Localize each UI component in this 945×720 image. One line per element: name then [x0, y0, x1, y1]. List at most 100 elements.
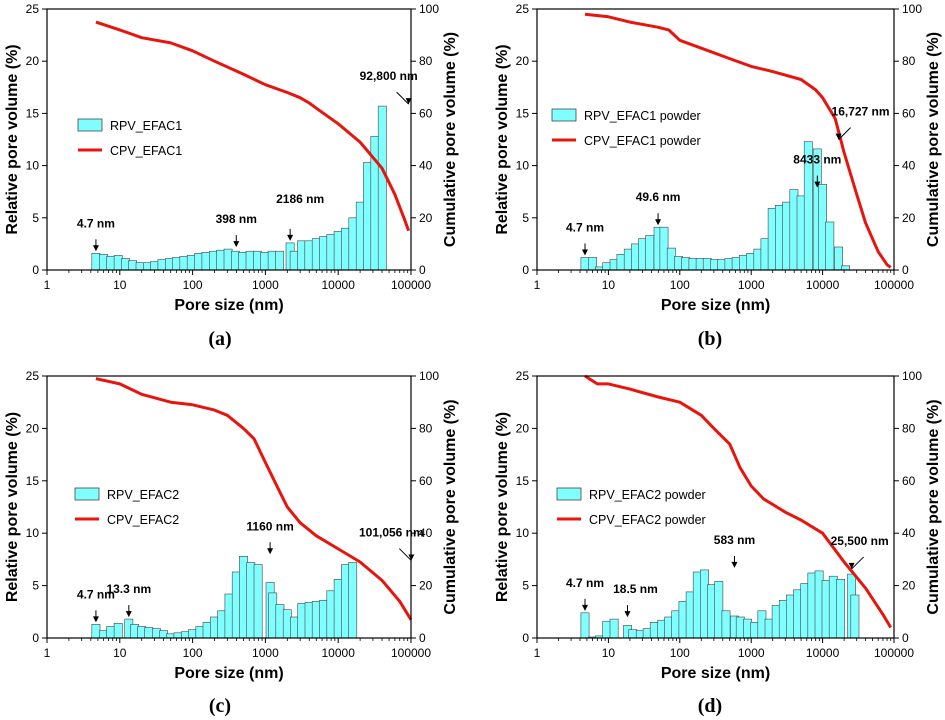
annotation-label: 398 nm [216, 212, 257, 226]
annotation-arrowhead [92, 245, 99, 252]
x-tick-label: 100 [183, 646, 203, 660]
annotation-arrowhead [125, 611, 132, 618]
bar [297, 240, 306, 271]
bar [580, 257, 590, 271]
y-right-axis-title: Cumulative pore volume (%) [925, 399, 942, 614]
annotation-label: 4.7 nm [77, 216, 115, 230]
annotation-label: 2186 nm [276, 192, 324, 206]
bar [238, 252, 248, 271]
bar [173, 632, 183, 639]
y-left-tick-label: 15 [26, 474, 40, 488]
annotation-label: 25,500 nm [831, 534, 889, 548]
y-right-tick-label: 100 [902, 369, 922, 383]
bar [326, 590, 336, 639]
panel-label: (a) [208, 328, 231, 350]
bar [638, 238, 647, 271]
y-right-tick-label: 0 [419, 631, 426, 645]
bar [275, 250, 284, 271]
y-left-axis-title: Relative pore volume (%) [4, 412, 21, 602]
bar [377, 105, 387, 271]
y-left-axis-title: Relative pore volume (%) [494, 44, 511, 234]
bar [194, 253, 203, 271]
bar [841, 265, 850, 271]
x-tick-label: 10 [113, 278, 127, 292]
x-tick-label: 1 [534, 278, 541, 292]
x-tick-label: 1000 [738, 278, 765, 292]
y-right-tick-label: 60 [419, 474, 433, 488]
annotation-label: 8433 nm [793, 153, 841, 167]
panel-label: (c) [209, 695, 231, 717]
y-left-tick-label: 20 [26, 54, 40, 68]
bar [91, 253, 101, 271]
y-right-tick-label: 0 [419, 263, 426, 277]
bar [113, 622, 123, 639]
y-left-tick-label: 0 [522, 631, 529, 645]
y-left-tick-label: 15 [516, 106, 530, 120]
bar [311, 600, 321, 639]
y-left-tick-label: 10 [516, 526, 530, 540]
x-tick-label: 1000 [252, 278, 279, 292]
bar [106, 256, 116, 271]
legend-bar-swatch [77, 118, 103, 132]
x-tick-label: 10 [602, 646, 616, 660]
plot-frame [536, 375, 895, 639]
y-right-tick-label: 80 [902, 54, 916, 68]
bar [580, 612, 590, 639]
annotation-arrowhead [624, 611, 631, 618]
bar [616, 254, 626, 271]
y-left-tick-label: 10 [26, 159, 40, 173]
bar [326, 234, 336, 271]
annotation-arrowhead [92, 616, 99, 623]
y-right-tick-label: 20 [419, 579, 433, 593]
bar [91, 624, 101, 639]
annotation-label: 4.7 nm [566, 576, 604, 590]
y-left-tick-label: 25 [26, 369, 40, 383]
legend-bar-swatch [74, 487, 100, 501]
y-left-tick-label: 20 [516, 421, 530, 435]
annotation-arrowhead [835, 133, 842, 140]
bar [260, 252, 270, 271]
bar [609, 618, 619, 639]
y-right-tick-label: 100 [419, 369, 439, 383]
annotation-arrowhead [581, 249, 588, 256]
bar [179, 256, 189, 271]
cumulative-line [95, 20, 411, 232]
y-right-tick-label: 40 [419, 159, 433, 173]
y-right-axis-title: Cumulative pore volume (%) [442, 399, 459, 614]
bar [645, 235, 655, 271]
y-left-tick-label: 15 [516, 474, 530, 488]
bar [202, 621, 212, 639]
x-tick-label: 1 [534, 646, 541, 660]
bar [209, 250, 218, 271]
x-tick-label: 100000 [874, 278, 914, 292]
bar [649, 621, 659, 639]
annotation-label: 13.3 nm [106, 582, 151, 596]
bar [311, 238, 321, 271]
legend-label: RPV_EFAC2 powder [589, 488, 706, 502]
bar [150, 261, 159, 271]
bar [628, 629, 638, 639]
bar [275, 604, 285, 639]
legend-label: CPV_EFAC2 [107, 513, 179, 527]
bar [253, 250, 262, 271]
x-tick-label: 100000 [391, 278, 431, 292]
panel-label: (d) [698, 695, 722, 717]
annotation-arrowhead [655, 219, 662, 226]
annotation-label: 583 nm [714, 533, 755, 547]
y-left-tick-label: 0 [32, 631, 39, 645]
y-left-tick-label: 5 [522, 211, 529, 225]
y-left-tick-label: 25 [516, 369, 530, 383]
bar [166, 633, 176, 639]
x-tick-label: 10000 [322, 278, 356, 292]
bar [253, 564, 263, 639]
x-tick-label: 100 [670, 646, 690, 660]
x-tick-label: 10000 [322, 646, 356, 660]
x-tick-label: 1 [44, 278, 51, 292]
y-right-tick-label: 0 [902, 631, 909, 645]
x-tick-label: 1000 [252, 646, 279, 660]
bar [659, 226, 669, 271]
bar [231, 250, 240, 271]
y-right-tick-label: 100 [902, 2, 922, 16]
x-tick-label: 10000 [806, 278, 840, 292]
